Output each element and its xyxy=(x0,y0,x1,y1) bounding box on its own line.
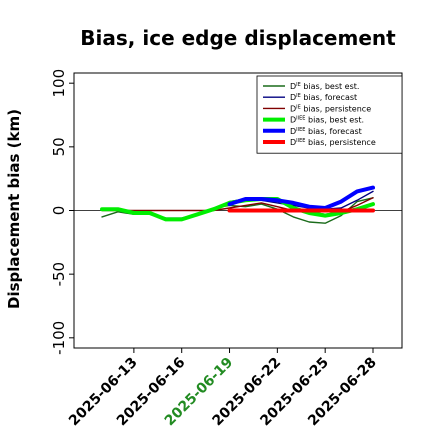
legend-label: DIIEE bias, persistence xyxy=(290,138,376,147)
legend-label: DIIEE bias, best est. xyxy=(290,116,364,125)
series-line-4 xyxy=(227,185,375,210)
legend-label: DIE bias, persistence xyxy=(290,104,371,113)
y-axis: -100 -50 0 50 100 xyxy=(50,69,74,355)
y-tick-label: 0 xyxy=(50,206,68,216)
y-axis-label: Displacement bias (km) xyxy=(5,109,23,309)
y-tick-label: -50 xyxy=(50,262,68,287)
y-tick-label: 100 xyxy=(50,69,68,98)
chart-title: Bias, ice edge displacement xyxy=(80,26,396,50)
y-tick-label: -100 xyxy=(50,321,68,355)
legend: DIE bias, best est. DIE bias, forecast DIE… xyxy=(256,75,403,154)
legend-label: DIE bias, forecast xyxy=(290,93,357,102)
x-axis: 2025-06-132025-06-162025-06-192025-06-22… xyxy=(66,348,380,429)
legend-label: DIE bias, best est. xyxy=(290,82,359,91)
y-tick-label: 50 xyxy=(50,137,68,156)
legend-label: DIIEE bias, forecast xyxy=(290,127,362,136)
plot-area xyxy=(74,185,402,224)
